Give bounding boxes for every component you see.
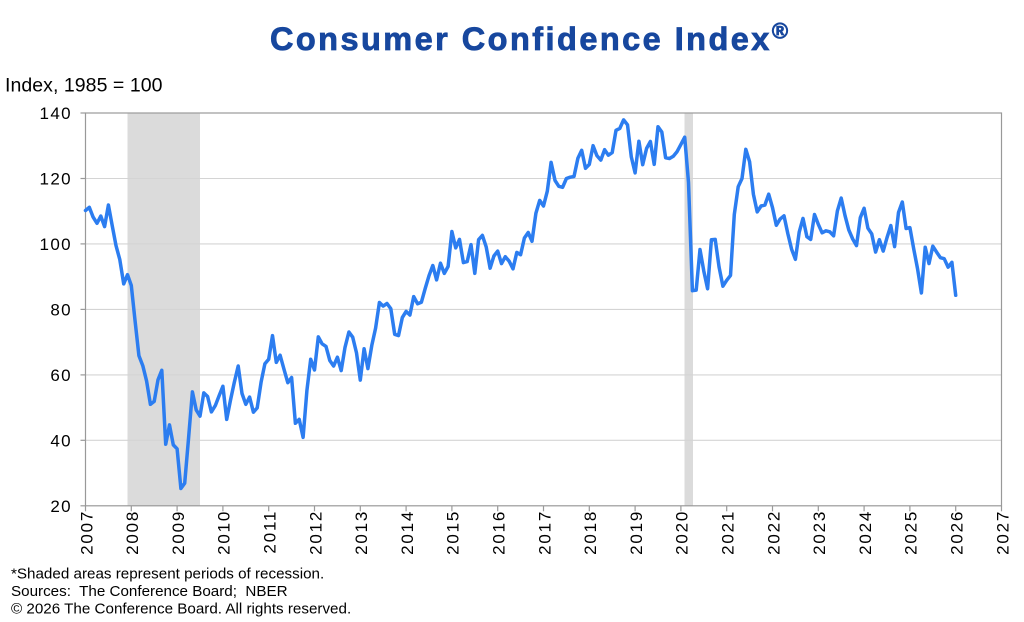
svg-text:© 2026 The Conference Board. A: © 2026 The Conference Board. All rights …: [11, 601, 351, 618]
svg-text:2012: 2012: [306, 510, 325, 555]
svg-text:2016: 2016: [490, 510, 509, 555]
svg-text:2015: 2015: [444, 510, 463, 555]
svg-text:2025: 2025: [902, 510, 921, 555]
svg-text:2007: 2007: [77, 510, 96, 555]
svg-text:2022: 2022: [764, 510, 783, 555]
svg-text:2024: 2024: [856, 510, 875, 555]
svg-text:2021: 2021: [719, 510, 738, 555]
svg-text:Index, 1985 = 100: Index, 1985 = 100: [5, 74, 163, 96]
svg-text:2019: 2019: [627, 510, 646, 555]
svg-text:2013: 2013: [352, 510, 371, 555]
svg-text:20: 20: [50, 497, 72, 516]
svg-text:2018: 2018: [581, 510, 600, 555]
svg-text:80: 80: [50, 300, 72, 319]
svg-text:2027: 2027: [993, 510, 1012, 555]
svg-text:2008: 2008: [123, 510, 142, 555]
svg-text:2017: 2017: [535, 510, 554, 555]
svg-text:2026: 2026: [948, 510, 967, 555]
svg-text:100: 100: [40, 235, 72, 254]
svg-text:140: 140: [40, 104, 72, 123]
svg-text:2020: 2020: [673, 510, 692, 555]
svg-text:2014: 2014: [398, 510, 417, 555]
svg-text:120: 120: [40, 170, 72, 189]
svg-text:2010: 2010: [215, 510, 234, 555]
svg-text:Consumer Confidence Index®: Consumer Confidence Index®: [270, 18, 788, 56]
svg-text:*Shaded areas represent period: *Shaded areas represent periods of reces…: [11, 566, 324, 583]
svg-text:2009: 2009: [169, 510, 188, 555]
svg-text:2011: 2011: [261, 510, 280, 554]
svg-text:Sources: The Conference Board: Sources: The Conference Board; NBER: [11, 583, 288, 600]
svg-text:2023: 2023: [810, 510, 829, 555]
svg-text:40: 40: [50, 431, 72, 450]
svg-text:60: 60: [50, 366, 72, 385]
